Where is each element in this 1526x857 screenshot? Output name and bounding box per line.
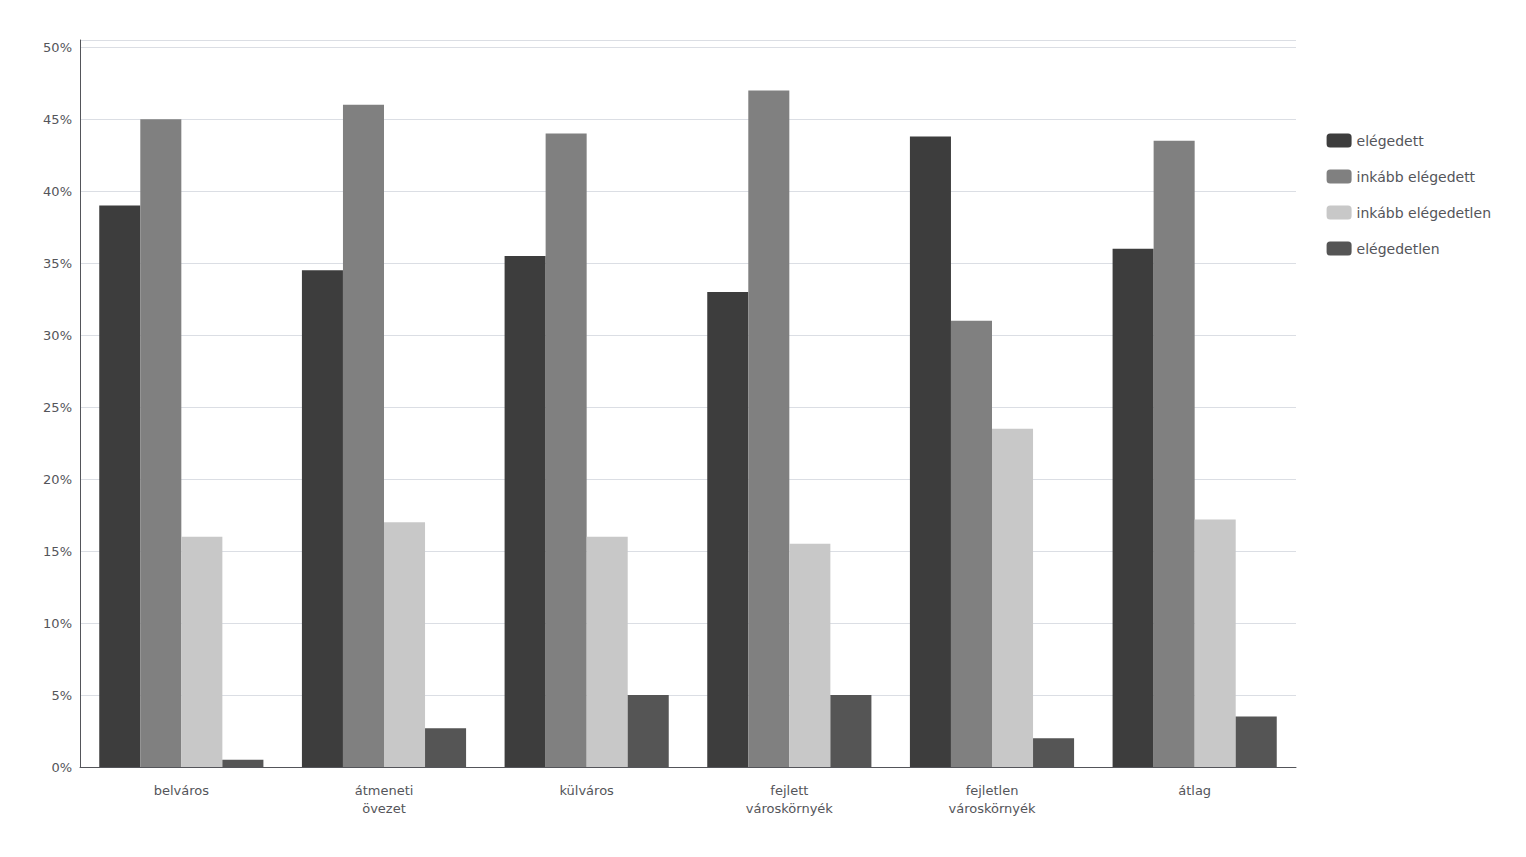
svg-text:városkörnyék: városkörnyék bbox=[746, 801, 834, 816]
svg-text:inkább elégedett: inkább elégedett bbox=[1357, 169, 1476, 185]
svg-text:0%: 0% bbox=[51, 760, 72, 775]
svg-text:35%: 35% bbox=[43, 256, 72, 271]
svg-text:50%: 50% bbox=[43, 40, 72, 55]
svg-text:40%: 40% bbox=[43, 184, 72, 199]
svg-text:30%: 30% bbox=[43, 328, 72, 343]
svg-text:10%: 10% bbox=[43, 616, 72, 631]
svg-text:külváros: külváros bbox=[559, 783, 614, 798]
svg-text:városkörnyék: városkörnyék bbox=[948, 801, 1036, 816]
svg-text:átlag: átlag bbox=[1178, 783, 1211, 798]
svg-text:20%: 20% bbox=[43, 472, 72, 487]
svg-text:inkább elégedetlen: inkább elégedetlen bbox=[1357, 205, 1491, 221]
svg-text:övezet: övezet bbox=[362, 801, 406, 816]
svg-text:fejletlen: fejletlen bbox=[966, 783, 1019, 798]
svg-text:elégedett: elégedett bbox=[1357, 133, 1425, 149]
svg-text:45%: 45% bbox=[43, 112, 72, 127]
svg-text:belváros: belváros bbox=[154, 783, 210, 798]
svg-text:átmeneti: átmeneti bbox=[355, 783, 414, 798]
svg-text:5%: 5% bbox=[51, 688, 72, 703]
svg-text:elégedetlen: elégedetlen bbox=[1357, 241, 1440, 257]
svg-text:fejlett: fejlett bbox=[770, 783, 808, 798]
svg-text:15%: 15% bbox=[43, 544, 72, 559]
svg-text:25%: 25% bbox=[43, 400, 72, 415]
